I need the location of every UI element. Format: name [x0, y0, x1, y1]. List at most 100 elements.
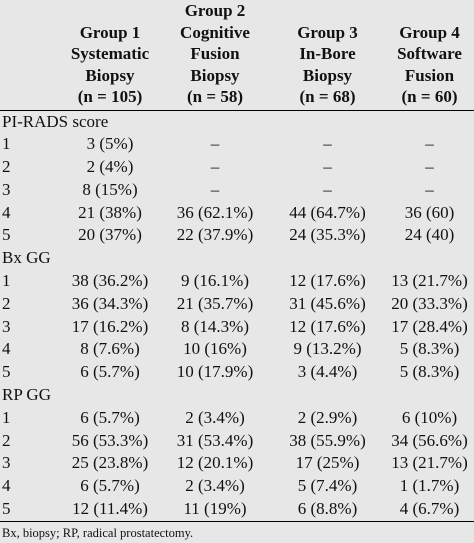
cell: 24 (35.3%): [289, 225, 366, 245]
data-row: 5 20 (37%) 22 (37.9%) 24 (35.3%) 24 (40): [0, 224, 474, 247]
cell: 6 (10%): [401, 407, 458, 427]
cell: –: [323, 157, 332, 177]
cell: 8 (7.6%): [80, 339, 140, 359]
cell: –: [210, 134, 220, 154]
data-row: 5 12 (11.4%) 11 (19%) 6 (8.8%) 4 (6.7%): [0, 498, 474, 522]
cell: 36 (60): [404, 202, 455, 222]
cell: –: [425, 179, 434, 199]
row-label: 1: [2, 134, 11, 154]
row-label: 1: [2, 271, 11, 291]
cell: 3 (5%): [86, 134, 134, 154]
cell: 38 (36.2%): [71, 271, 149, 291]
cell: 36 (62.1%): [176, 202, 254, 222]
row-label: 3: [2, 316, 11, 336]
cell: 6 (5.7%): [80, 476, 140, 496]
section-row: Bx GG: [0, 247, 474, 270]
data-row: 4 8 (7.6%) 10 (16%) 9 (13.2%) 5 (8.3%): [0, 338, 474, 361]
data-row: 5 6 (5.7%) 10 (17.9%) 3 (4.4%) 5 (8.3%): [0, 361, 474, 384]
data-row: 1 38 (36.2%) 9 (16.1%) 12 (17.6%) 13 (21.7%): [0, 270, 474, 293]
cell: 12 (20.1%): [176, 453, 254, 473]
data-row: 3 8 (15%) – – –: [0, 179, 474, 202]
header-line: Biopsy: [302, 65, 353, 85]
header-line: Fusion: [404, 65, 455, 85]
column-header: [0, 0, 60, 111]
header-line: (n = 105): [77, 87, 143, 106]
column-header: Group 3 In-Bore Biopsy (n = 68): [270, 0, 385, 111]
row-label: 4: [2, 476, 11, 496]
header-line: Systematic: [70, 44, 150, 63]
header-line: Group 4: [399, 22, 460, 42]
cell: 2 (4%): [86, 157, 134, 177]
cell: 21 (35.7%): [176, 293, 254, 313]
section-title: PI-RADS score: [2, 111, 109, 131]
header-line: Biopsy: [190, 65, 240, 85]
cell: 6 (8.8%): [270, 498, 385, 522]
cell: 6 (5.7%): [80, 407, 140, 427]
cell: 5 (8.3%): [399, 362, 460, 382]
cell: 6 (5.7%): [80, 362, 140, 382]
row-label: 5: [2, 362, 11, 382]
cell: 38 (55.9%): [289, 430, 366, 450]
header-line: Group 3: [297, 22, 358, 42]
cell: 31 (53.4%): [176, 430, 254, 450]
data-row: 4 21 (38%) 36 (62.1%) 44 (64.7%) 36 (60): [0, 202, 474, 225]
header-line: In-Bore: [299, 44, 356, 63]
data-row: 2 2 (4%) – – –: [0, 156, 474, 179]
cell: 12 (17.6%): [289, 316, 366, 336]
cell: –: [425, 134, 434, 154]
cell: 24 (40): [404, 225, 455, 245]
cell: 1 (1.7%): [399, 476, 460, 496]
cell: 9 (16.1%): [181, 271, 249, 291]
row-label: 4: [2, 339, 11, 359]
header-line: Software: [397, 44, 462, 63]
row-label: 4: [2, 202, 11, 222]
cell: 22 (37.9%): [176, 225, 254, 245]
cell: 20 (37%): [78, 225, 142, 245]
section-title: RP GG: [2, 385, 51, 405]
cell: –: [323, 179, 332, 199]
row-label: 5: [0, 498, 60, 522]
cell: 9 (13.2%): [293, 339, 362, 359]
data-row: 3 17 (16.2%) 8 (14.3%) 12 (17.6%) 17 (28.4%): [0, 316, 474, 339]
cell: –: [210, 157, 220, 177]
cell: 2 (2.9%): [297, 407, 358, 427]
cell: 36 (34.3%): [71, 293, 149, 313]
cell: 20 (33.3%): [391, 293, 468, 313]
cell: 5 (7.4%): [297, 476, 358, 496]
row-label: 1: [2, 407, 11, 427]
header-line: Fusion: [190, 44, 240, 63]
cell: 10 (17.9%): [176, 362, 254, 382]
cell: –: [323, 134, 332, 154]
cell: 13 (21.7%): [391, 453, 468, 473]
cell: 44 (64.7%): [289, 202, 366, 222]
cell: –: [210, 179, 220, 199]
section-row: PI-RADS score: [0, 110, 474, 133]
header-line: Cognitive: [180, 22, 250, 42]
row-label: 2: [2, 157, 11, 177]
data-row: 4 6 (5.7%) 2 (3.4%) 5 (7.4%) 1 (1.7%): [0, 475, 474, 498]
row-label: 2: [2, 430, 11, 450]
cell: 17 (16.2%): [71, 316, 149, 336]
header-row: Group 1 Systematic Biopsy (n = 105) Group 2 C…: [0, 0, 474, 111]
data-row: 1 3 (5%) – – –: [0, 133, 474, 156]
row-label: 5: [2, 225, 11, 245]
data-row: 3 25 (23.8%) 12 (20.1%) 17 (25%) 13 (21.7%): [0, 452, 474, 475]
cell: 11 (19%): [160, 498, 270, 522]
data-row: 1 6 (5.7%) 2 (3.4%) 2 (2.9%) 6 (10%): [0, 407, 474, 430]
data-row: 2 56 (53.3%) 31 (53.4%) 38 (55.9%) 34 (56.6%…: [0, 430, 474, 453]
cell: 13 (21.7%): [391, 271, 468, 291]
cell: 3 (4.4%): [297, 362, 358, 382]
cell: 4 (6.7%): [385, 498, 474, 522]
column-header: Group 1 Systematic Biopsy (n = 105): [60, 0, 160, 111]
cell: 2 (3.4%): [185, 476, 245, 496]
cell: 17 (28.4%): [391, 316, 468, 336]
cell: 10 (16%): [183, 339, 247, 359]
column-header: Group 4 Software Fusion (n = 60): [385, 0, 474, 111]
row-label: 3: [2, 453, 11, 473]
header-line: Biopsy: [85, 65, 135, 85]
cell: 25 (23.8%): [71, 453, 149, 473]
cell: 12 (11.4%): [60, 498, 160, 522]
row-label: 2: [2, 293, 11, 313]
section-title: Bx GG: [2, 248, 51, 268]
